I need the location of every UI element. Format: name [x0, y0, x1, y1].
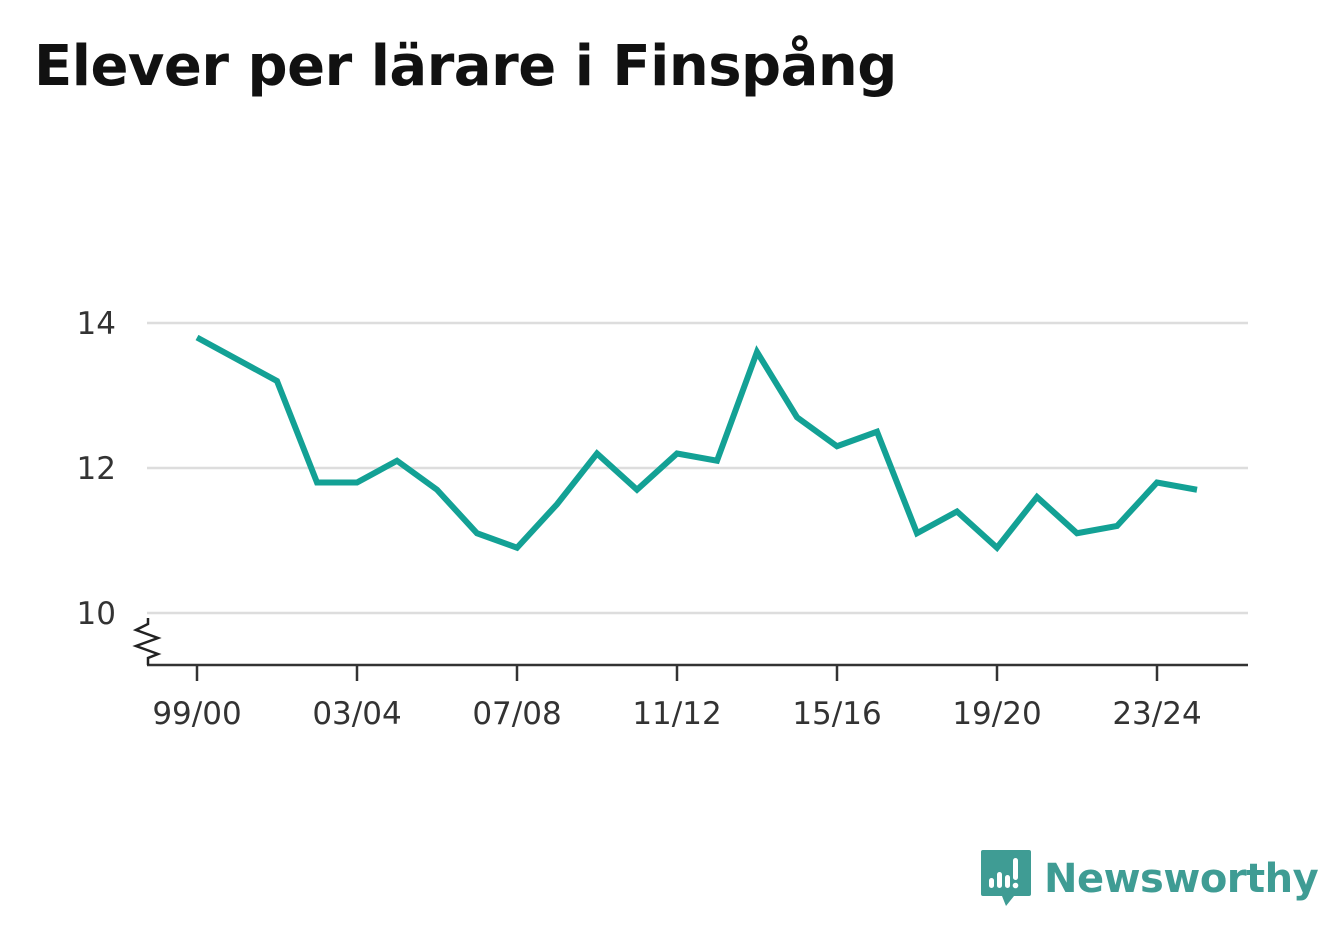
- series: [195, 334, 1198, 553]
- series-line: [195, 334, 1198, 553]
- x-tick-label: 11/12: [632, 696, 721, 732]
- page-title: Elever per lärare i Finspång: [34, 34, 897, 99]
- gridlines: [147, 321, 1248, 615]
- brand-name: Newsworthy: [1044, 856, 1319, 902]
- x-tick-label: 15/16: [792, 696, 881, 732]
- x-tick-label: 03/04: [312, 696, 401, 732]
- x-ticks: 99/00 03/04 07/08 11/12 15/16 19/20 23/24: [152, 665, 1202, 732]
- x-tick-label: 99/00: [152, 696, 241, 732]
- y-axis-break-icon: [132, 618, 162, 665]
- axes: [132, 618, 1248, 667]
- x-tick-label: 19/20: [952, 696, 1041, 732]
- y-tick-label: 12: [77, 451, 116, 487]
- brand-logo: Newsworthy: [980, 848, 1319, 910]
- x-tick-label: 23/24: [1112, 696, 1201, 732]
- x-tick-label: 07/08: [472, 696, 561, 732]
- y-ticks: 10 12 14: [77, 306, 116, 632]
- y-tick-label: 14: [77, 306, 116, 342]
- y-tick-label: 10: [77, 596, 116, 632]
- bar-chart-badge-icon: [981, 850, 1031, 906]
